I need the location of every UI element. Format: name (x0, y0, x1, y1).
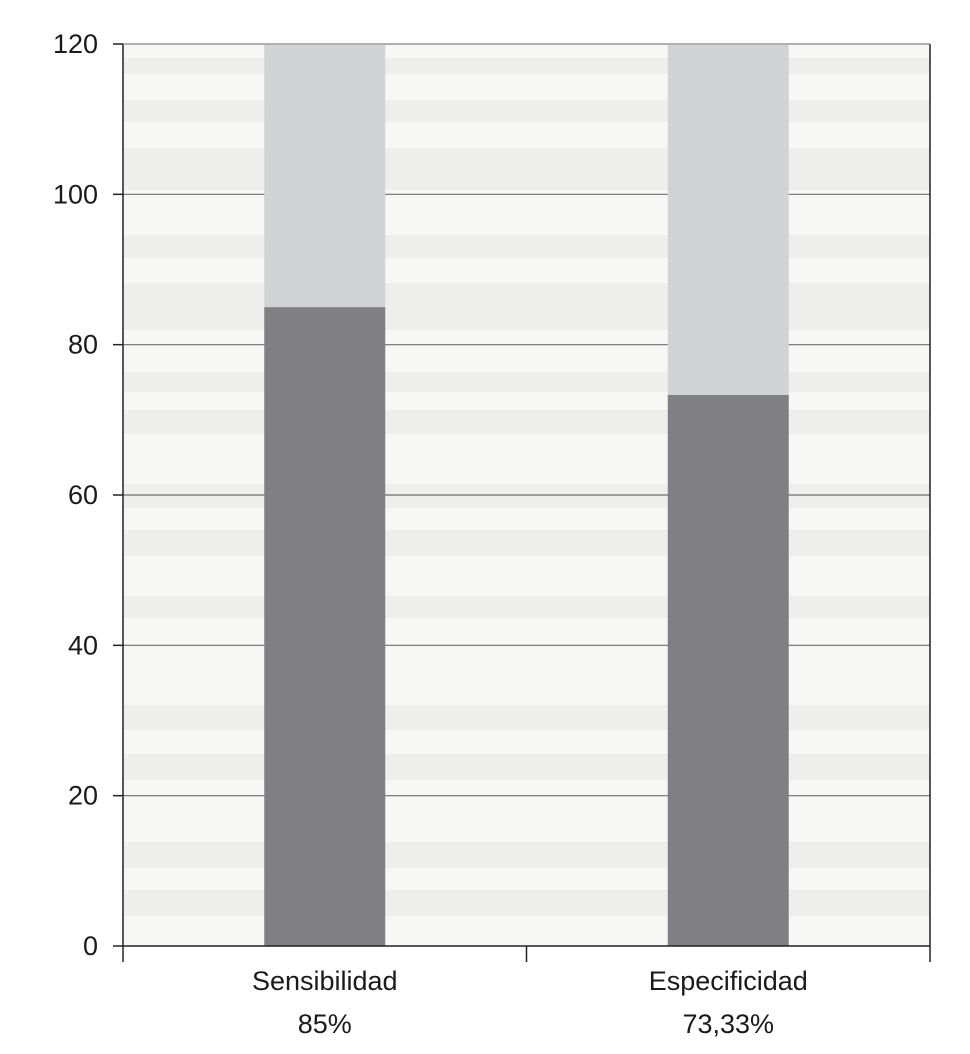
plot-band (123, 705, 930, 730)
y-tick-label: 20 (68, 781, 98, 811)
y-tick-label: 0 (83, 931, 98, 961)
bar-segment (264, 307, 386, 946)
plot-band (123, 283, 930, 330)
x-category-sublabel: 85% (298, 1009, 352, 1039)
plot-band (123, 58, 930, 74)
gridlines (123, 43, 930, 797)
plot-band (123, 596, 930, 618)
bar-segment (264, 44, 386, 308)
y-tick-label: 40 (68, 630, 98, 660)
x-category-label: Sensibilidad (252, 966, 398, 996)
x-category-sublabel: 73,33% (682, 1009, 774, 1039)
plot-band (123, 890, 930, 916)
plot-band (123, 484, 930, 508)
y-tick-label: 120 (53, 29, 98, 59)
x-category-label: Especificidad (649, 966, 808, 996)
plot-band (123, 100, 930, 122)
y-tick-label: 80 (68, 330, 98, 360)
y-tick-label: 60 (68, 480, 98, 510)
plot-band (123, 754, 930, 780)
y-tick-label: 100 (53, 179, 98, 209)
plot-band (123, 410, 930, 434)
y-tick-labels: 0 20 40 60 80 100 120 (53, 29, 98, 961)
plot-band (123, 530, 930, 556)
plot-band (123, 372, 930, 392)
plot-band (123, 148, 930, 190)
plot-band (123, 842, 930, 868)
axes (113, 43, 931, 962)
bar-segment (667, 44, 789, 395)
bars (264, 44, 789, 946)
x-category-labels: Sensibilidad 85% Especificidad 73,33% (252, 966, 808, 1039)
plot-band (123, 235, 930, 258)
bar-segment (667, 394, 789, 946)
